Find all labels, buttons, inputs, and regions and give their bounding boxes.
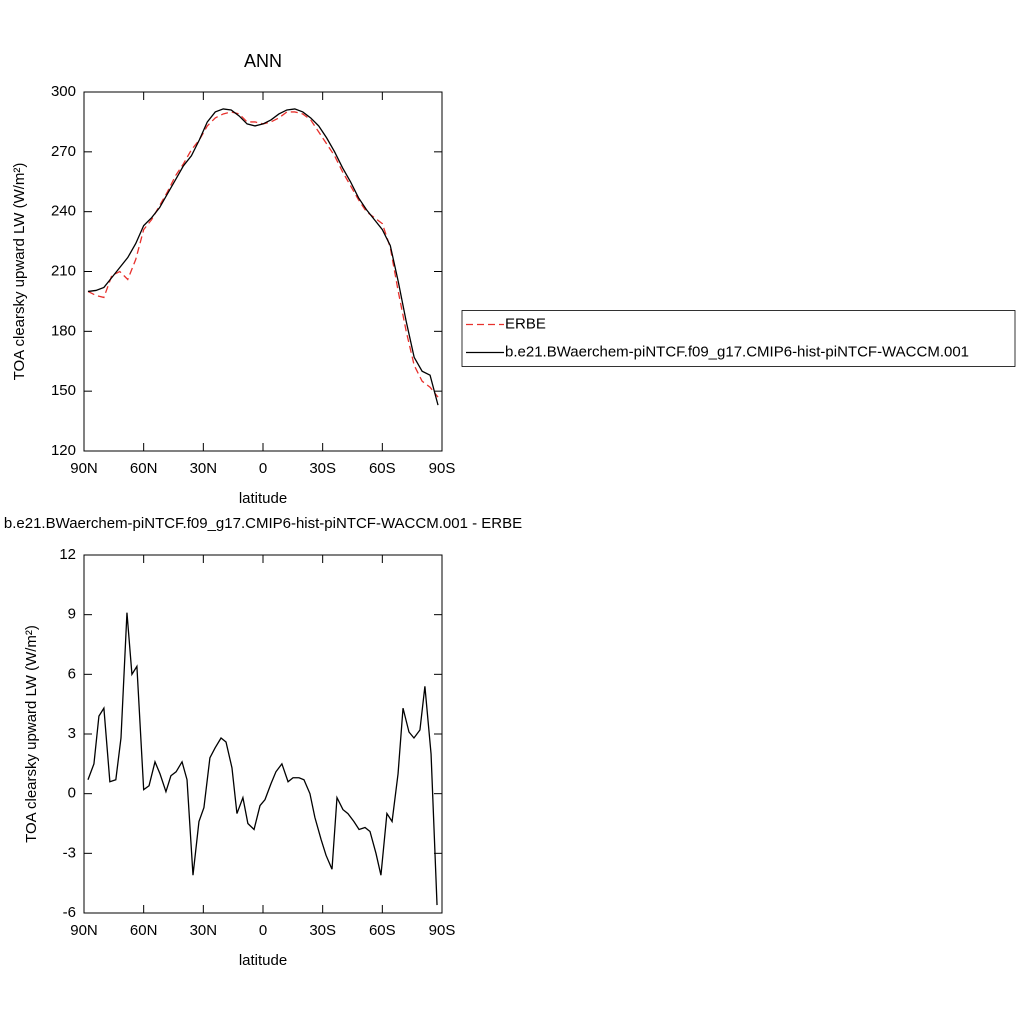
x-tick-label: 90S	[429, 922, 456, 939]
x-tick-label: 30S	[309, 922, 336, 939]
y-tick-label: 270	[51, 143, 76, 160]
y-tick-label: 120	[51, 442, 76, 459]
legend-frame	[461, 310, 1016, 367]
x-tick-label: 90N	[70, 460, 98, 477]
plot-frame	[83, 91, 443, 452]
y-tick-label: 6	[68, 665, 76, 682]
x-tick-label: 60N	[130, 922, 158, 939]
x-tick-label: 30S	[309, 460, 336, 477]
y-tick-label: 150	[51, 382, 76, 399]
legend-label: b.e21.BWaerchem-piNTCF.f09_g17.CMIP6-his…	[505, 343, 969, 360]
x-tick-label: 60N	[130, 460, 158, 477]
legend: ERBE b.e21.BWaerchem-piNTCF.f09_g17.CMIP6…	[461, 310, 1016, 367]
chart-title: ANN	[244, 51, 282, 71]
y-tick-label: 300	[51, 83, 76, 100]
y-tick-label: 240	[51, 203, 76, 220]
x-axis-label: latitude	[239, 490, 287, 507]
y-tick-label: 12	[59, 546, 76, 563]
y-tick-label: -3	[63, 844, 76, 861]
x-tick-label: 90N	[70, 922, 98, 939]
y-tick-label: 9	[68, 606, 76, 623]
y-tick-label: -6	[63, 904, 76, 921]
x-tick-label: 30N	[190, 460, 218, 477]
x-tick-label: 0	[259, 460, 267, 477]
legend-label: ERBE	[505, 315, 546, 332]
x-tick-label: 60S	[369, 460, 396, 477]
data-line	[87, 111, 439, 398]
y-tick-label: 0	[68, 785, 76, 802]
y-tick-label: 180	[51, 322, 76, 339]
plot-frame	[83, 554, 443, 914]
y-axis-label: TOA clearsky upward LW (W/m²)	[23, 625, 40, 843]
y-axis-label: TOA clearsky upward LW (W/m²)	[11, 163, 28, 381]
x-tick-label: 90S	[429, 460, 456, 477]
x-tick-label: 30N	[190, 922, 218, 939]
x-tick-label: 0	[259, 922, 267, 939]
y-tick-label: 210	[51, 262, 76, 279]
y-tick-label: 3	[68, 725, 76, 742]
x-tick-label: 60S	[369, 922, 396, 939]
data-line	[87, 108, 439, 406]
chart-title: b.e21.BWaerchem-piNTCF.f09_g17.CMIP6-his…	[4, 515, 522, 532]
data-line	[87, 612, 438, 906]
x-axis-label: latitude	[239, 952, 287, 969]
